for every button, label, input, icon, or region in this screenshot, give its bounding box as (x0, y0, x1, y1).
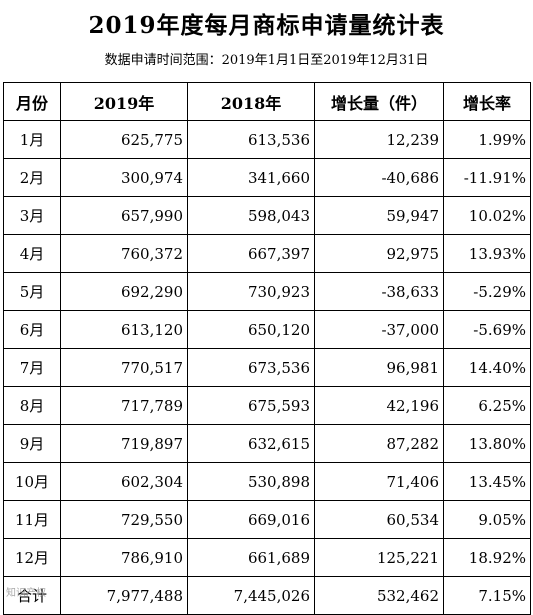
cell-growth-rate: 6.25% (443, 386, 531, 425)
table-row: 8月 717,789 675,593 42,196 6.25% (3, 386, 531, 425)
cell-total-2019: 7,977,488 (60, 576, 188, 615)
cell-growth-rate: 9.05% (443, 500, 531, 539)
header-2018: 2018年 (187, 82, 315, 121)
cell-month: 6月 (3, 310, 61, 349)
cell-growth-rate: 1.99% (443, 120, 531, 159)
cell-2019: 300,974 (60, 158, 188, 197)
cell-total-growth-rate: 7.15% (443, 576, 531, 615)
cell-2019: 692,290 (60, 272, 188, 311)
cell-2019: 717,789 (60, 386, 188, 425)
cell-2018: 669,016 (187, 500, 315, 539)
cell-2018: 675,593 (187, 386, 315, 425)
cell-growth-rate: 10.02% (443, 196, 531, 235)
cell-month: 5月 (3, 272, 61, 311)
cell-month: 9月 (3, 424, 61, 463)
cell-total-2018: 7,445,026 (187, 576, 315, 615)
cell-2018: 667,397 (187, 234, 315, 273)
header-2019: 2019年 (60, 82, 188, 121)
table-row: 10月 602,304 530,898 71,406 13.45% (3, 462, 531, 501)
table-row: 11月 729,550 669,016 60,534 9.05% (3, 500, 531, 539)
cell-2019: 760,372 (60, 234, 188, 273)
cell-2019: 786,910 (60, 538, 188, 577)
cell-growth-rate: 14.40% (443, 348, 531, 387)
trademark-stats-table: 月份 2019年 2018年 增长量（件） 增长率 1月 625,775 613… (3, 82, 531, 615)
cell-month: 8月 (3, 386, 61, 425)
cell-month: 10月 (3, 462, 61, 501)
cell-growth-amount: -40,686 (314, 158, 444, 197)
cell-month: 1月 (3, 120, 61, 159)
page-title: 2019年度每月商标申请量统计表 (88, 12, 445, 39)
cell-month: 7月 (3, 348, 61, 387)
cell-growth-rate: 13.80% (443, 424, 531, 463)
cell-2018: 650,120 (187, 310, 315, 349)
cell-2018: 661,689 (187, 538, 315, 577)
cell-growth-amount: -37,000 (314, 310, 444, 349)
cell-2019: 613,120 (60, 310, 188, 349)
cell-growth-rate: -5.69% (443, 310, 531, 349)
cell-growth-amount: 42,196 (314, 386, 444, 425)
cell-growth-amount: 71,406 (314, 462, 444, 501)
cell-2018: 530,898 (187, 462, 315, 501)
cell-2018: 613,536 (187, 120, 315, 159)
header-growth-amount: 增长量（件） (314, 82, 444, 121)
cell-growth-amount: 125,221 (314, 538, 444, 577)
table-row: 4月 760,372 667,397 92,975 13.93% (3, 234, 531, 273)
table-row: 5月 692,290 730,923 -38,633 -5.29% (3, 272, 531, 311)
header-month: 月份 (3, 82, 61, 121)
header-growth-rate: 增长率 (443, 82, 531, 121)
cell-growth-rate: 13.93% (443, 234, 531, 273)
cell-month: 4月 (3, 234, 61, 273)
table-row: 7月 770,517 673,536 96,981 14.40% (3, 348, 531, 387)
cell-growth-rate: 18.92% (443, 538, 531, 577)
cell-2018: 598,043 (187, 196, 315, 235)
table-row: 6月 613,120 650,120 -37,000 -5.69% (3, 310, 531, 349)
cell-growth-rate: -11.91% (443, 158, 531, 197)
cell-growth-amount: 92,975 (314, 234, 444, 273)
cell-2018: 341,660 (187, 158, 315, 197)
cell-2018: 673,536 (187, 348, 315, 387)
cell-growth-amount: 12,239 (314, 120, 444, 159)
cell-growth-amount: 96,981 (314, 348, 444, 387)
cell-growth-rate: -5.29% (443, 272, 531, 311)
cell-growth-amount: 87,282 (314, 424, 444, 463)
table-row: 1月 625,775 613,536 12,239 1.99% (3, 120, 531, 159)
cell-month: 11月 (3, 500, 61, 539)
table-total-row: 合计 7,977,488 7,445,026 532,462 7.15% (3, 576, 531, 615)
cell-total-growth-amount: 532,462 (314, 576, 444, 615)
cell-2019: 729,550 (60, 500, 188, 539)
cell-month: 3月 (3, 196, 61, 235)
table-row: 9月 719,897 632,615 87,282 13.80% (3, 424, 531, 463)
cell-2019: 625,775 (60, 120, 188, 159)
cell-2018: 730,923 (187, 272, 315, 311)
table-header-row: 月份 2019年 2018年 增长量（件） 增长率 (3, 82, 531, 121)
date-range-subtitle: 数据申请时间范围：2019年1月1日至2019年12月31日 (104, 53, 429, 68)
cell-growth-rate: 13.45% (443, 462, 531, 501)
watermark: 知识产权 (6, 588, 46, 599)
cell-2018: 632,615 (187, 424, 315, 463)
table-row: 3月 657,990 598,043 59,947 10.02% (3, 196, 531, 235)
cell-growth-amount: -38,633 (314, 272, 444, 311)
cell-growth-amount: 60,534 (314, 500, 444, 539)
cell-month: 2月 (3, 158, 61, 197)
cell-2019: 657,990 (60, 196, 188, 235)
table-row: 2月 300,974 341,660 -40,686 -11.91% (3, 158, 531, 197)
cell-2019: 770,517 (60, 348, 188, 387)
cell-2019: 719,897 (60, 424, 188, 463)
cell-growth-amount: 59,947 (314, 196, 444, 235)
cell-month: 12月 (3, 538, 61, 577)
table-row: 12月 786,910 661,689 125,221 18.92% (3, 538, 531, 577)
cell-2019: 602,304 (60, 462, 188, 501)
